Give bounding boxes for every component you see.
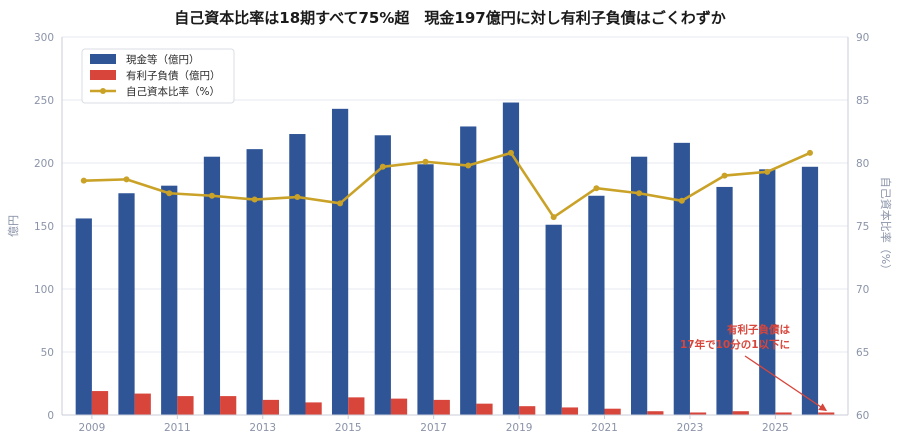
- cash-bar: [588, 195, 605, 415]
- x-tick-label: 2013: [249, 422, 276, 434]
- axes: 0 50 100 150 200 250 300 60 65 70 75 80 85 90 2009 2011…: [7, 32, 893, 434]
- ratio-point: [721, 172, 728, 179]
- debt-bar: [220, 396, 237, 415]
- y-left-tick-label: 300: [34, 32, 54, 44]
- legend-label-ratio: 自己資本比率（%）: [126, 85, 220, 98]
- debt-bar: [262, 399, 280, 415]
- y-right-tick-label: 60: [856, 410, 869, 422]
- ratio-point: [806, 149, 813, 156]
- annotation: 有利子負債は 17年で10分の1以下に: [680, 323, 828, 412]
- legend-label-debt: 有利子負債（億円）: [126, 69, 221, 82]
- cash-bar: [118, 193, 135, 415]
- debt-bar: [348, 397, 365, 415]
- y-right-tick-label: 85: [856, 95, 869, 107]
- debt-bar: [390, 398, 408, 415]
- legend-swatch-ratio-marker: [100, 88, 106, 94]
- x-tick-label: 2023: [677, 422, 704, 434]
- y-left-tick-label: 250: [34, 95, 54, 107]
- debt-bar: [476, 403, 493, 415]
- y-right-tick-label: 75: [856, 221, 869, 233]
- ratio-point: [507, 149, 514, 156]
- x-tick-label: 2011: [164, 422, 191, 434]
- ratio-point: [166, 190, 173, 197]
- cash-bar: [246, 149, 263, 415]
- ratio-point: [678, 197, 685, 204]
- cash-bar: [545, 224, 562, 415]
- cash-bar: [331, 108, 349, 415]
- annotation-line-2: 17年で10分の1以下に: [680, 338, 790, 351]
- cash-bar: [289, 134, 306, 415]
- debt-bar: [305, 402, 322, 415]
- ratio-point: [337, 200, 344, 207]
- cash-bar: [673, 142, 690, 415]
- cash-bar: [460, 126, 477, 416]
- debt-bar: [604, 408, 621, 415]
- y-left-tick-label: 50: [41, 347, 54, 359]
- y-left-axis-label: 億円: [7, 215, 20, 237]
- y-right-tick-label: 65: [856, 347, 869, 359]
- x-tick-label: 2019: [506, 422, 533, 434]
- y-right-tick-label: 70: [856, 284, 869, 296]
- ratio-point: [636, 190, 643, 197]
- legend-swatch-cash: [90, 54, 116, 64]
- x-tick-label: 2009: [79, 422, 106, 434]
- legend-swatch-debt: [90, 70, 116, 80]
- debt-bar: [732, 411, 749, 415]
- x-tick-label: 2017: [420, 422, 447, 434]
- ratio-point: [550, 214, 557, 221]
- ratio-point: [465, 162, 472, 169]
- y-left-tick-label: 0: [47, 410, 54, 422]
- cash-bar: [801, 166, 819, 415]
- debt-bar: [519, 406, 536, 415]
- ratio-point: [422, 158, 429, 165]
- cash-bar: [374, 135, 391, 415]
- ratio-point: [80, 177, 87, 184]
- ratio-line: [80, 149, 813, 221]
- debt-bar: [561, 407, 579, 415]
- cash-bar: [75, 218, 92, 415]
- bars: [75, 102, 835, 416]
- cash-bar: [417, 164, 434, 415]
- ratio-point: [593, 185, 600, 192]
- y-left-tick-label: 150: [34, 221, 54, 233]
- cash-bar: [759, 169, 776, 415]
- chart-title: 自己資本比率は18期すべて75%超 現金197億円に対し有利子負債はごくわずか: [174, 9, 725, 27]
- x-tick-label: 2021: [591, 422, 618, 434]
- x-tick-label: 2015: [335, 422, 362, 434]
- ratio-point: [123, 176, 130, 183]
- y-left-tick-label: 100: [34, 284, 54, 296]
- cash-bar: [716, 186, 733, 415]
- ratio-point: [208, 192, 215, 199]
- debt-bar: [433, 399, 450, 415]
- x-tick-label: 2025: [762, 422, 789, 434]
- legend: 現金等（億円） 有利子負債（億円） 自己資本比率（%）: [81, 48, 235, 104]
- ratio-point: [379, 163, 386, 170]
- cash-bar: [502, 102, 520, 416]
- ratio-point: [764, 168, 771, 175]
- y-right-tick-label: 80: [856, 158, 869, 170]
- debt-bar: [134, 393, 151, 415]
- legend-label-cash: 現金等（億円）: [126, 53, 200, 66]
- ratio-series-line: [83, 151, 811, 219]
- debt-bar: [775, 412, 792, 415]
- cash-bar: [161, 185, 178, 415]
- debt-bar: [177, 396, 194, 415]
- debt-bar: [91, 391, 109, 415]
- ratio-point: [294, 194, 301, 201]
- annotation-line-1: 有利子負債は: [727, 323, 790, 336]
- debt-bar: [689, 412, 707, 415]
- y-left-tick-label: 200: [34, 158, 54, 170]
- cash-bar: [630, 156, 648, 415]
- y-right-axis-label: 自己資本比率（%）: [879, 177, 893, 275]
- y-right-tick-label: 90: [856, 32, 869, 44]
- debt-bar: [647, 411, 664, 415]
- debt-bar: [818, 412, 835, 415]
- legend-box: [81, 48, 235, 104]
- ratio-point: [251, 196, 258, 203]
- annotation-arrow: [744, 355, 828, 412]
- cash-bar: [203, 156, 221, 415]
